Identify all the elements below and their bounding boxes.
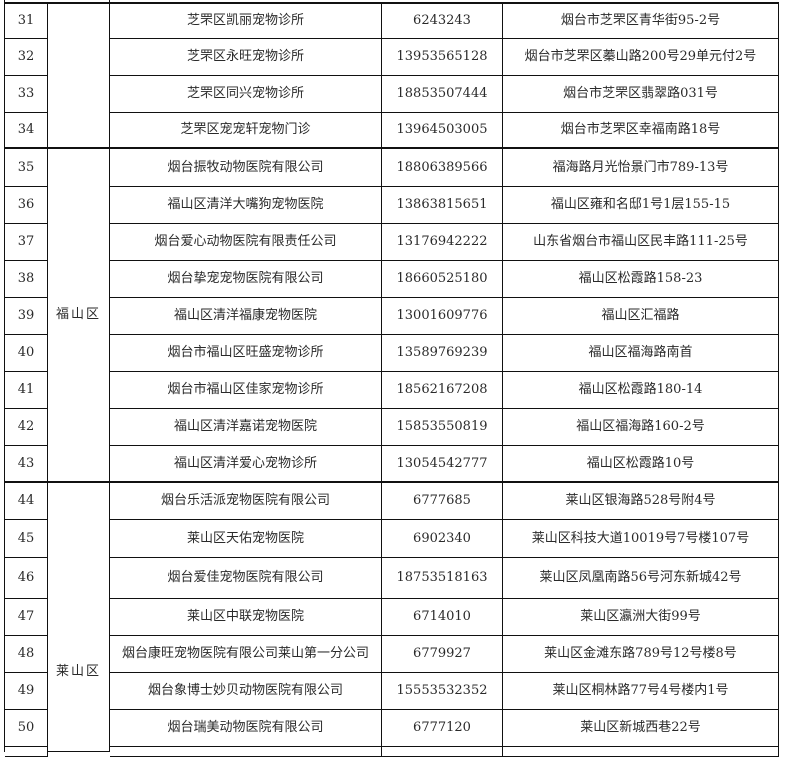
clinic-name-cell: 福山区清洋嘉诺宠物医院	[110, 409, 382, 446]
phone-cell: 18660525180	[382, 261, 503, 298]
row-index-cell: 37	[5, 224, 48, 261]
row-index-cell: 49	[5, 673, 48, 710]
row-index-cell: 34	[5, 113, 48, 149]
clinic-name-cell: 芝罘区同兴宠物诊所	[110, 76, 382, 113]
address-cell: 福山区雍和名邸1号1层155-15	[503, 187, 779, 224]
row-index-cell: 32	[5, 39, 48, 76]
row-index-cell: 43	[5, 446, 48, 483]
address-cell: 莱山区科技大道10019号7号楼107号	[503, 520, 779, 558]
district-cell: 莱山区	[48, 483, 110, 752]
clinic-name-cell: 烟台乐活派宠物医院有限公司	[110, 483, 382, 520]
table-top-border	[5, 2, 779, 4]
clinic-name-cell: 芝罘区凯丽宠物诊所	[110, 3, 382, 39]
row-index-cell: 46	[5, 558, 48, 599]
row-index-cell: 33	[5, 76, 48, 113]
address-cell: 莱山区凤凰南路56号河东新城42号	[503, 558, 779, 599]
address-cell: 福山区福海路160-2号	[503, 409, 779, 446]
district-cell	[48, 0, 110, 149]
phone-cell: 13964503005	[382, 113, 503, 149]
row-index-cell: 35	[5, 149, 48, 187]
clinic-name-cell: 烟台象博士妙贝动物医院有限公司	[110, 673, 382, 710]
phone-cell: 18753518163	[382, 558, 503, 599]
phone-cell: 6777120	[382, 710, 503, 747]
phone-cell	[382, 747, 503, 757]
phone-cell: 6777685	[382, 483, 503, 520]
address-cell: 福山区松霞路158-23	[503, 261, 779, 298]
address-cell: 莱山区金滩东路789号12号楼8号	[503, 636, 779, 673]
row-index-cell: 31	[5, 3, 48, 39]
row-index-cell: 44	[5, 483, 48, 520]
district-cell: 福山区	[48, 149, 110, 483]
clinic-name-cell: 芝罘区宠宠轩宠物门诊	[110, 113, 382, 149]
clinic-name-cell: 烟台爱佳宠物医院有限公司	[110, 558, 382, 599]
phone-cell: 6902340	[382, 520, 503, 558]
clinic-name-cell: 烟台挚宠宠物医院有限公司	[110, 261, 382, 298]
row-index-cell: 47	[5, 599, 48, 636]
row-index-cell: 48	[5, 636, 48, 673]
row-index-cell: 39	[5, 298, 48, 335]
row-index-cell: 41	[5, 372, 48, 409]
phone-cell: 13176942222	[382, 224, 503, 261]
clinic-name-cell: 烟台市福山区旺盛宠物诊所	[110, 335, 382, 372]
address-cell: 山东省烟台市福山区民丰路111-25号	[503, 224, 779, 261]
phone-cell: 6779927	[382, 636, 503, 673]
address-cell: 烟台市芝罘区蓁山路200号29单元付2号	[503, 39, 779, 76]
row-index-cell: 38	[5, 261, 48, 298]
phone-cell: 18806389566	[382, 149, 503, 187]
address-cell: 烟台市芝罘区青华街95-2号	[503, 3, 779, 39]
phone-cell: 13589769239	[382, 335, 503, 372]
phone-cell: 6714010	[382, 599, 503, 636]
address-cell: 福山区福海路南首	[503, 335, 779, 372]
row-index-cell: 42	[5, 409, 48, 446]
address-cell: 莱山区新城西巷22号	[503, 710, 779, 747]
address-cell: 烟台市芝罘区幸福南路18号	[503, 113, 779, 149]
clinic-name-cell: 烟台市福山区佳家宠物诊所	[110, 372, 382, 409]
clinic-name-cell: 莱山区中联宠物医院	[110, 599, 382, 636]
clinic-name-cell: 烟台瑞美动物医院有限公司	[110, 710, 382, 747]
address-cell: 莱山区瀛洲大街99号	[503, 599, 779, 636]
clinic-name-cell: 烟台振牧动物医院有限公司	[110, 149, 382, 187]
phone-cell: 13863815651	[382, 187, 503, 224]
row-index-cell: 36	[5, 187, 48, 224]
phone-cell: 13953565128	[382, 39, 503, 76]
table-left-border	[4, 0, 5, 752]
row-index-cell: 45	[5, 520, 48, 558]
clinic-name-cell: 福山区清洋爱心宠物诊所	[110, 446, 382, 483]
phone-cell: 18562167208	[382, 372, 503, 409]
phone-cell: 6243243	[382, 3, 503, 39]
row-index-cell	[5, 747, 48, 757]
phone-cell: 15853550819	[382, 409, 503, 446]
address-cell: 福海路月光怡景门市789-13号	[503, 149, 779, 187]
phone-cell: 15553532352	[382, 673, 503, 710]
clinic-name-cell: 福山区清洋大嘴狗宠物医院	[110, 187, 382, 224]
clinic-name-cell: 莱山区天佑宠物医院	[110, 520, 382, 558]
address-cell	[503, 747, 779, 757]
address-cell: 莱山区银海路528号附4号	[503, 483, 779, 520]
address-cell: 福山区松霞路10号	[503, 446, 779, 483]
row-index-cell: 50	[5, 710, 48, 747]
phone-cell: 18853507444	[382, 76, 503, 113]
address-cell: 福山区汇福路	[503, 298, 779, 335]
row-index-cell: 40	[5, 335, 48, 372]
clinic-name-cell: 烟台爱心动物医院有限责任公司	[110, 224, 382, 261]
clinic-name-cell: 烟台康旺宠物医院有限公司莱山第一分公司	[110, 636, 382, 673]
address-cell: 莱山区桐林路77号4号楼内1号	[503, 673, 779, 710]
clinic-name-cell: 芝罘区永旺宠物诊所	[110, 39, 382, 76]
address-cell: 烟台市芝罘区翡翠路031号	[503, 76, 779, 113]
address-cell: 福山区松霞路180-14	[503, 372, 779, 409]
clinic-name-cell	[110, 747, 382, 757]
clinic-name-cell: 福山区清洋福康宠物医院	[110, 298, 382, 335]
phone-cell: 13054542777	[382, 446, 503, 483]
phone-cell: 13001609776	[382, 298, 503, 335]
